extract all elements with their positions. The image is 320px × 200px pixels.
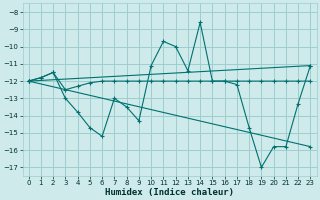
X-axis label: Humidex (Indice chaleur): Humidex (Indice chaleur): [105, 188, 234, 197]
